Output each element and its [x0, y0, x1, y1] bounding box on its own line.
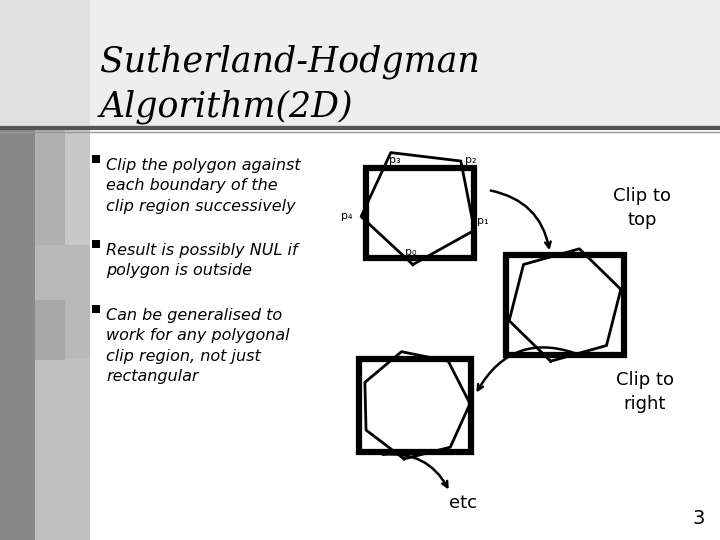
Bar — [35, 128, 90, 358]
Bar — [92, 305, 100, 313]
Bar — [359, 359, 471, 451]
Bar — [35, 245, 90, 358]
Bar — [92, 155, 100, 163]
Bar — [506, 255, 624, 355]
Text: Can be generalised to
work for any polygonal
clip region, not just
rectangular: Can be generalised to work for any polyg… — [106, 308, 289, 384]
Text: Clip to
right: Clip to right — [616, 371, 674, 413]
Text: Sutherland-Hodgman: Sutherland-Hodgman — [100, 45, 480, 79]
Text: 3: 3 — [693, 509, 705, 528]
Text: Clip the polygon against
each boundary of the
clip region successively: Clip the polygon against each boundary o… — [106, 158, 301, 214]
Text: p₂: p₂ — [465, 155, 477, 165]
Bar — [90, 0, 720, 125]
Text: p₄: p₄ — [341, 211, 353, 220]
Text: Result is possibly NUL if
polygon is outside: Result is possibly NUL if polygon is out… — [106, 243, 297, 279]
Text: p₀: p₀ — [405, 247, 417, 256]
Text: p₃: p₃ — [389, 154, 400, 165]
Text: etc: etc — [449, 494, 477, 512]
Bar — [35, 300, 65, 360]
Text: p₁: p₁ — [477, 216, 488, 226]
Bar — [35, 0, 90, 540]
Bar — [35, 128, 65, 303]
Bar — [0, 0, 35, 540]
Bar — [0, 0, 720, 128]
Bar — [366, 168, 474, 258]
Bar — [92, 240, 100, 248]
Text: Clip to
top: Clip to top — [613, 187, 671, 229]
Text: Algorithm(2D): Algorithm(2D) — [100, 90, 354, 124]
